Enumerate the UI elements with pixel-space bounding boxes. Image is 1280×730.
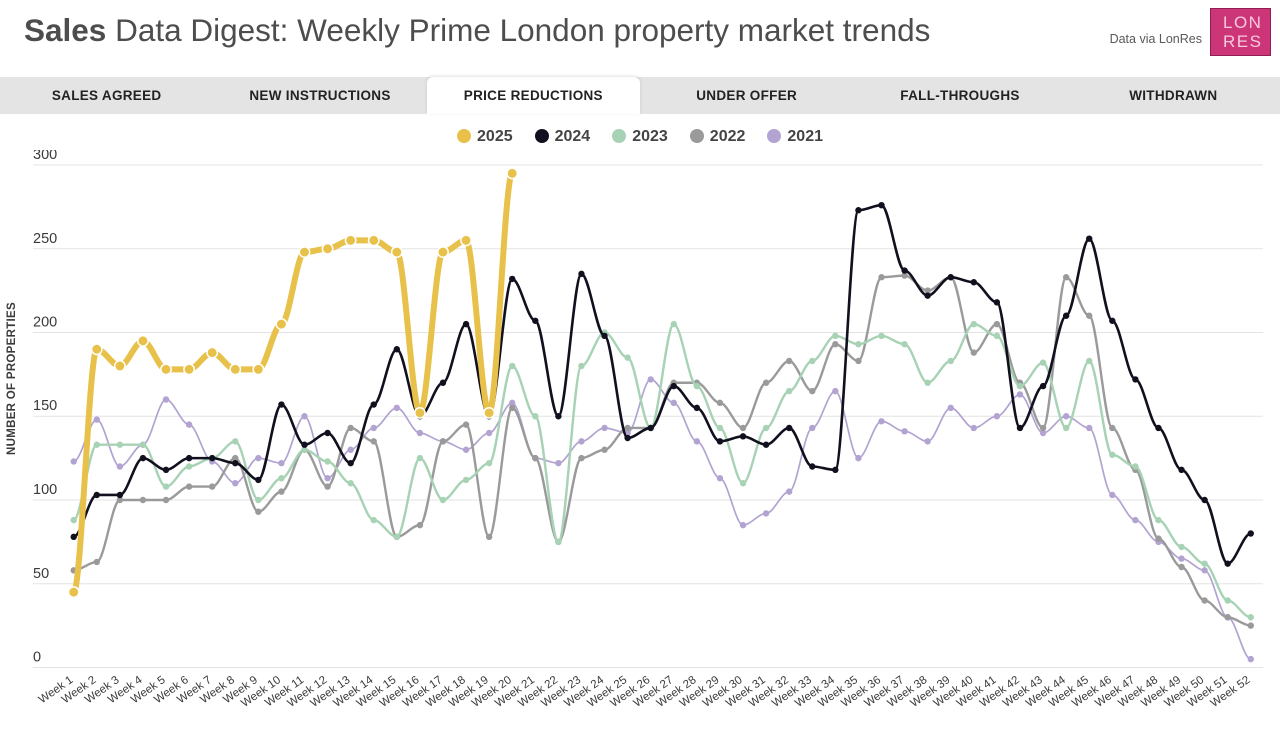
svg-text:150: 150 bbox=[33, 398, 57, 414]
svg-text:200: 200 bbox=[33, 315, 57, 331]
svg-text:100: 100 bbox=[33, 482, 57, 498]
svg-text:250: 250 bbox=[33, 231, 57, 247]
svg-text:0: 0 bbox=[33, 650, 41, 666]
svg-text:50: 50 bbox=[33, 566, 49, 582]
svg-text:300: 300 bbox=[33, 150, 57, 163]
